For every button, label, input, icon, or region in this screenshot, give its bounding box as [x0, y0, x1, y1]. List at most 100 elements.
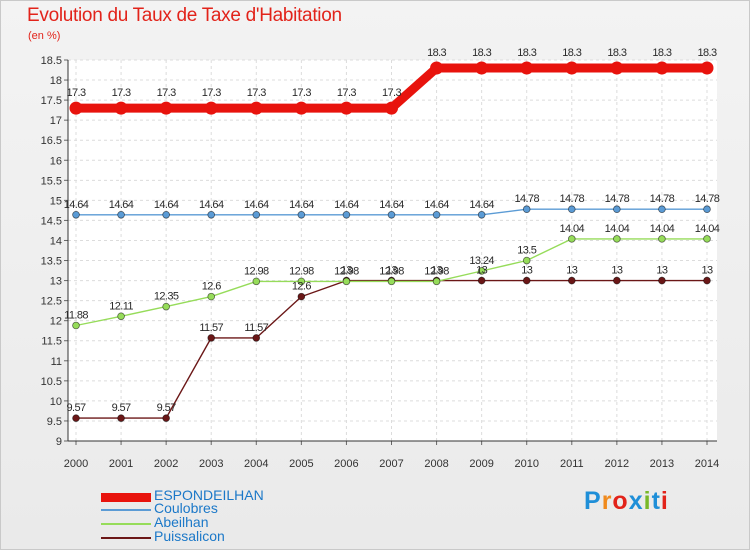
data-label: 12.98 [379, 265, 404, 277]
data-point [430, 61, 444, 75]
data-point [387, 211, 396, 219]
data-label: 14.04 [650, 223, 675, 235]
logo-letter: i [643, 487, 652, 515]
data-point [703, 235, 711, 243]
y-tick-label: 17 [50, 115, 62, 127]
logo-letter: o [612, 487, 629, 515]
data-point [522, 276, 531, 285]
data-label: 14.64 [64, 199, 89, 211]
data-label: 18.3 [697, 47, 716, 59]
data-point [477, 211, 486, 219]
y-tick-label: 13 [50, 276, 62, 288]
data-label: 14.64 [244, 199, 269, 211]
y-tick-label: 14.5 [41, 215, 62, 227]
data-label: 14.64 [469, 199, 494, 211]
data-label: 12.6 [202, 281, 221, 293]
x-tick-label: 2010 [514, 458, 538, 470]
data-label: 14.64 [154, 199, 179, 211]
data-point [613, 235, 621, 243]
data-label: 14.64 [289, 199, 314, 211]
logo-letter: r [601, 487, 613, 515]
data-label: 17.3 [382, 87, 401, 99]
data-point [613, 205, 621, 213]
data-point [207, 334, 216, 342]
data-point [69, 101, 83, 115]
data-point [162, 211, 170, 219]
x-tick-label: 2000 [64, 458, 88, 470]
x-tick-label: 2008 [424, 458, 448, 470]
data-label: 9.57 [112, 402, 131, 414]
data-label: 14.78 [560, 193, 585, 205]
data-point [613, 276, 621, 285]
data-point [117, 211, 125, 219]
data-label: 12.98 [424, 265, 449, 277]
y-tick-label: 15.5 [41, 175, 62, 187]
data-label: 13 [386, 265, 398, 277]
data-label: 12.35 [154, 291, 179, 303]
data-label: 14.64 [109, 199, 134, 211]
legend-swatch [101, 537, 151, 539]
data-label: 18.3 [562, 47, 581, 59]
legend-swatch [101, 523, 151, 525]
data-label: 14.04 [605, 223, 630, 235]
data-point [387, 277, 396, 286]
y-tick-label: 13.5 [41, 256, 62, 268]
data-label: 13 [341, 265, 353, 277]
data-point [294, 101, 308, 115]
x-tick-label: 2004 [244, 458, 268, 470]
data-label: 14.04 [560, 223, 585, 235]
legend-label: ESPONDEILHAN [154, 487, 264, 503]
logo-letter: x [628, 487, 644, 515]
proxiti-logo: Proxiti [584, 487, 669, 516]
data-label: 17.3 [337, 87, 356, 99]
data-point [159, 101, 173, 115]
data-label: 17.3 [202, 87, 221, 99]
data-point [252, 211, 261, 219]
data-label: 13 [656, 265, 668, 277]
data-label: 11.88 [64, 309, 88, 321]
data-label: 17.3 [112, 87, 131, 99]
data-point [477, 267, 486, 275]
x-tick-label: 2012 [605, 458, 629, 470]
data-label: 13.24 [469, 255, 494, 267]
data-point [162, 414, 170, 422]
data-label: 14.78 [605, 193, 630, 205]
chart-title: Evolution du Taux de Taxe d'Habitation [27, 5, 342, 26]
data-point [658, 205, 666, 213]
y-tick-label: 16.5 [41, 135, 62, 147]
x-tick-label: 2002 [154, 458, 178, 470]
x-tick-label: 2013 [650, 458, 674, 470]
plot-area [68, 60, 717, 441]
y-tick-label: 16 [50, 155, 62, 167]
data-point [703, 276, 711, 285]
data-point [252, 334, 261, 342]
data-label: 13 [476, 265, 488, 277]
y-tick-label: 12.5 [41, 296, 62, 308]
data-point [432, 211, 441, 219]
data-label: 11.57 [199, 322, 223, 334]
data-point [477, 276, 486, 285]
y-tick-label: 12 [50, 316, 62, 328]
logo-letter: i [660, 487, 669, 515]
data-label: 18.3 [607, 47, 626, 59]
data-point [249, 101, 263, 115]
data-point [339, 101, 353, 115]
data-point [297, 277, 306, 286]
data-label: 14.78 [695, 193, 720, 205]
data-point [658, 235, 666, 243]
data-label: 17.3 [292, 87, 311, 99]
y-axis-unit-label: (en %) [28, 30, 61, 42]
data-point [207, 292, 216, 301]
data-point [297, 292, 306, 301]
x-tick-label: 2006 [334, 458, 358, 470]
legend-label: Abeilhan [154, 514, 209, 530]
data-label: 12.98 [244, 265, 269, 277]
data-label: 14.64 [379, 199, 404, 211]
data-label: 12.98 [334, 265, 359, 277]
data-label: 17.3 [66, 87, 85, 99]
data-point [72, 321, 80, 330]
y-tick-label: 10.5 [41, 376, 62, 388]
data-label: 14.78 [650, 193, 675, 205]
data-label: 11.57 [244, 322, 268, 334]
